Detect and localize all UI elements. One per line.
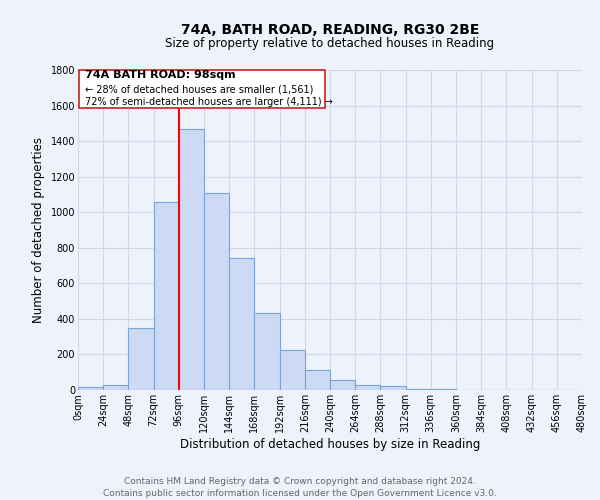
X-axis label: Distribution of detached houses by size in Reading: Distribution of detached houses by size … <box>180 438 480 450</box>
Text: Contains public sector information licensed under the Open Government Licence v3: Contains public sector information licen… <box>103 489 497 498</box>
Bar <box>128 328 154 390</box>
Bar <box>204 192 229 390</box>
Bar <box>79 70 325 108</box>
Text: Contains HM Land Registry data © Crown copyright and database right 2024.: Contains HM Land Registry data © Crown c… <box>124 478 476 486</box>
Text: ← 28% of detached houses are smaller (1,561): ← 28% of detached houses are smaller (1,… <box>85 84 314 94</box>
Bar <box>78 388 103 390</box>
Bar <box>380 386 406 390</box>
Bar <box>305 370 330 390</box>
Bar <box>154 202 179 390</box>
Bar <box>103 384 128 390</box>
Bar <box>330 380 355 390</box>
Y-axis label: Number of detached properties: Number of detached properties <box>32 137 45 323</box>
Text: 74A, BATH ROAD, READING, RG30 2BE: 74A, BATH ROAD, READING, RG30 2BE <box>181 22 479 36</box>
Bar <box>229 258 254 390</box>
Text: Size of property relative to detached houses in Reading: Size of property relative to detached ho… <box>166 38 494 51</box>
Text: 74A BATH ROAD: 98sqm: 74A BATH ROAD: 98sqm <box>85 70 236 80</box>
Bar <box>406 388 431 390</box>
Bar <box>280 350 305 390</box>
Bar <box>254 312 280 390</box>
Bar <box>179 128 204 390</box>
Text: 72% of semi-detached houses are larger (4,111) →: 72% of semi-detached houses are larger (… <box>85 97 333 107</box>
Bar <box>355 384 380 390</box>
